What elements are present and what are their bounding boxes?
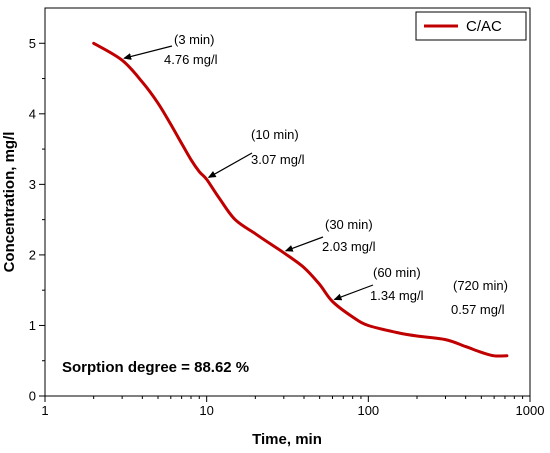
sorption-degree-note: Sorption degree = 88.62 % bbox=[62, 359, 249, 376]
annotation: (3 min) 4.76 mg/l bbox=[123, 32, 218, 67]
x-tick-label: 1 bbox=[41, 403, 48, 418]
annotation-time: (720 min) bbox=[453, 278, 508, 293]
x-axis-title: Time, min bbox=[252, 431, 322, 448]
x-tick-label: 10 bbox=[199, 403, 213, 418]
y-tick-label: 4 bbox=[29, 106, 36, 121]
annotations: (3 min) 4.76 mg/l (10 min) 3.07 mg/l (30 min… bbox=[123, 32, 508, 317]
annotation-arrow bbox=[333, 284, 374, 301]
annotation: (10 min) 3.07 mg/l bbox=[207, 127, 305, 178]
y-tick-label: 2 bbox=[29, 247, 36, 262]
plot-frame bbox=[44, 7, 531, 397]
x-axis-ticks: 1 10 100 1000 bbox=[41, 396, 544, 418]
annotation: (720 min) 0.57 mg/l bbox=[451, 278, 508, 317]
y-tick-label: 1 bbox=[29, 318, 36, 333]
series-line-c-ac bbox=[92, 41, 509, 358]
annotation: (30 min) 2.03 mg/l bbox=[284, 217, 376, 254]
y-axis-ticks: 0 1 2 3 4 5 bbox=[29, 36, 45, 404]
x-tick-label: 100 bbox=[357, 403, 379, 418]
legend-label-c-ac: C/AC bbox=[466, 18, 502, 35]
annotation-arrow bbox=[207, 152, 253, 178]
annotation-arrow bbox=[123, 45, 173, 60]
annotation: (60 min) 1.34 mg/l bbox=[333, 265, 424, 303]
annotation-arrow bbox=[284, 236, 324, 252]
annotation-value: 1.34 mg/l bbox=[370, 288, 424, 303]
y-tick-label: 0 bbox=[29, 389, 36, 404]
annotation-value: 3.07 mg/l bbox=[251, 152, 305, 167]
annotation-time: (60 min) bbox=[373, 265, 421, 280]
annotation-value: 0.57 mg/l bbox=[451, 302, 505, 317]
y-tick-label: 5 bbox=[29, 36, 36, 51]
y-axis-title: Concentration, mg/l bbox=[1, 132, 18, 273]
annotation-time: (3 min) bbox=[174, 32, 214, 47]
y-tick-label: 3 bbox=[29, 177, 36, 192]
annotation-value: 2.03 mg/l bbox=[322, 239, 376, 254]
annotation-time: (10 min) bbox=[251, 127, 299, 142]
annotation-time: (30 min) bbox=[325, 217, 373, 232]
legend: C/AC bbox=[415, 11, 527, 41]
annotation-value: 4.76 mg/l bbox=[164, 52, 218, 67]
x-tick-label: 1000 bbox=[516, 403, 545, 418]
